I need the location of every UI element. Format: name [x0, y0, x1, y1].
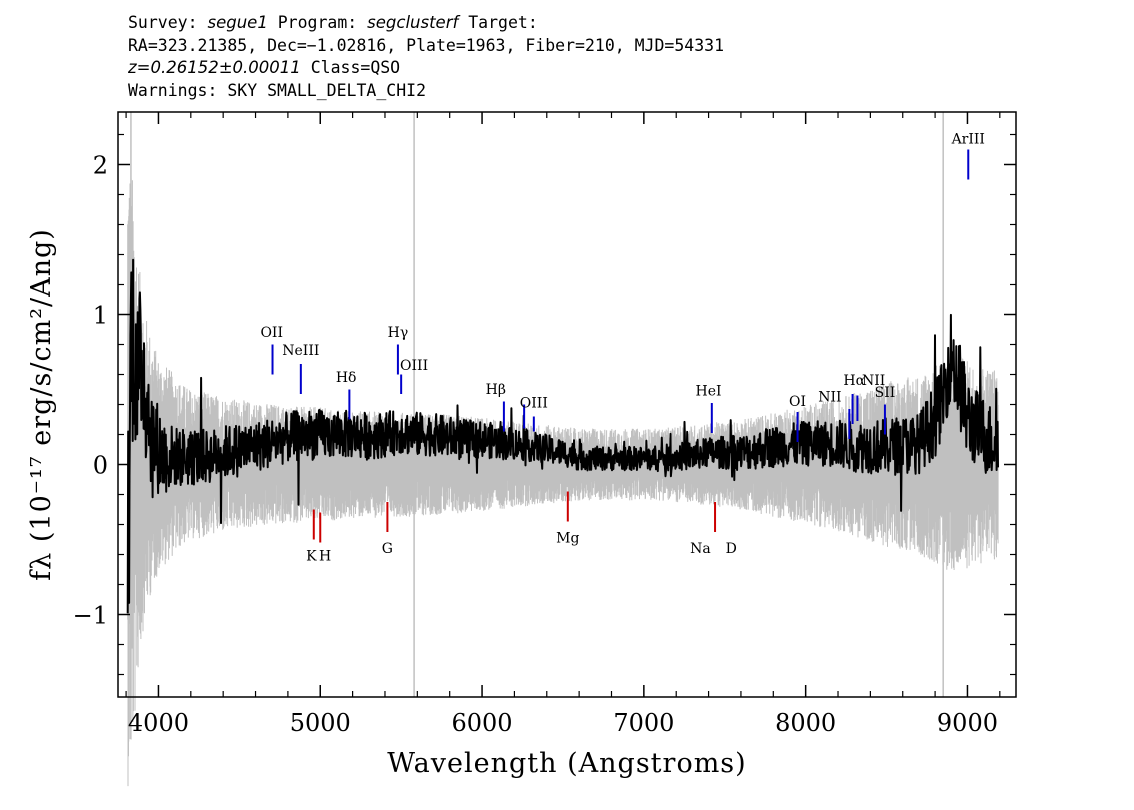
plot-layer: [126, 112, 999, 787]
absorption-line-label: G: [382, 541, 393, 557]
emission-line-label: OIII: [520, 396, 548, 412]
emission-line-label: Hβ: [486, 382, 506, 398]
survey-label: Survey:: [128, 13, 208, 32]
emission-line-label: Hα: [843, 373, 865, 389]
emission-line-label: SII: [875, 385, 896, 401]
y-tick-label: 2: [93, 152, 108, 180]
absorption-line-label: K: [306, 549, 317, 565]
emission-line-label: OII: [260, 325, 283, 341]
emission-line-label: ArIII: [951, 132, 985, 148]
emission-line-label: OIII: [400, 358, 428, 374]
redshift-value: z=0.26152±0.00011: [128, 58, 301, 77]
y-axis-label: fλ (10⁻¹⁷ erg/s/cm²/Ang): [26, 228, 57, 581]
survey-value: segue1: [207, 13, 268, 32]
x-tick-label: 8000: [775, 709, 836, 737]
absorption-line-label: D: [726, 541, 737, 557]
header-line-redshift: z=0.26152±0.00011 Class=QSO: [128, 57, 724, 80]
x-tick-label: 9000: [937, 709, 998, 737]
y-axis-label-group: fλ (10⁻¹⁷ erg/s/cm²/Ang): [26, 228, 57, 581]
header-line-survey: Survey: segue1 Program: segclusterf Targ…: [128, 12, 724, 35]
absorption-line-label: Na: [690, 541, 711, 557]
emission-line-label: Hγ: [388, 325, 409, 341]
emission-line-label: HeI: [696, 384, 722, 400]
y-tick-label: 0: [93, 452, 108, 480]
flux-series: [126, 258, 999, 614]
error-series: [127, 178, 999, 787]
axis-ticks: 4000 5000 6000 7000 8000 9000 −1 0 1 2: [73, 112, 1016, 737]
program-label: Program:: [267, 13, 368, 32]
spectrum-header: Survey: segue1 Program: segclusterf Targ…: [128, 12, 724, 102]
program-value: segclusterf: [367, 13, 459, 32]
y-tick-label: 1: [93, 302, 108, 330]
absorption-line-label: Mg: [556, 531, 579, 547]
emission-line-label: NeIII: [282, 343, 319, 359]
y-tick-label: −1: [73, 602, 108, 630]
target-label: Target:: [458, 13, 538, 32]
x-tick-label: 7000: [613, 709, 674, 737]
x-tick-label: 6000: [452, 709, 513, 737]
x-tick-label: 4000: [128, 709, 189, 737]
header-line-coords: RA=323.21385, Dec=−1.02816, Plate=1963, …: [128, 35, 725, 55]
x-tick-label: 5000: [290, 709, 351, 737]
emission-line-label: Hδ: [336, 370, 357, 386]
emission-line-label: OI: [789, 394, 806, 410]
emission-line-label: NII: [818, 390, 841, 406]
absorption-line-label: H: [319, 549, 331, 565]
class-value: Class=QSO: [300, 58, 401, 77]
emission-line-label: NII: [862, 373, 885, 389]
x-axis-label: Wavelength (Angstroms): [387, 748, 746, 779]
header-line-warnings: Warnings: SKY SMALL_DELTA_CHI2: [128, 80, 427, 100]
